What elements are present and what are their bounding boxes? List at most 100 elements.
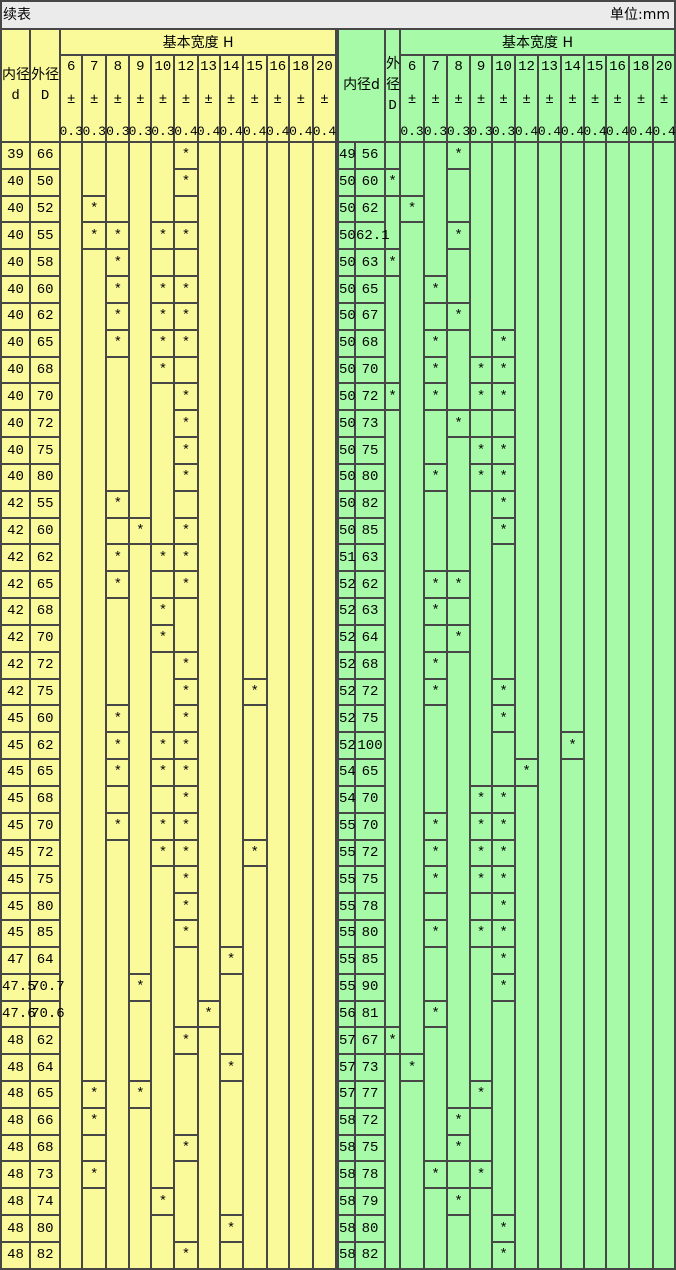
star-cell: * [173, 409, 199, 439]
empty-cell [218, 785, 244, 813]
width-column-header: 6 ±0.3 [399, 54, 426, 143]
cell-outer-diameter: 60 [29, 704, 62, 734]
empty-cell [605, 920, 631, 947]
empty-cell [265, 490, 290, 518]
empty-cell [241, 1027, 268, 1055]
empty-cell [218, 705, 244, 733]
empty-cell [287, 1054, 314, 1081]
empty-cell [652, 463, 676, 491]
star-cell: * [150, 838, 176, 868]
star-cell: * [446, 570, 472, 600]
cell-inner-diameter: 52 [337, 570, 356, 600]
plus-minus-sign: ± [90, 91, 99, 108]
width-column-header-content: 7 ±0.3 [83, 56, 106, 141]
empty-cell [128, 1054, 153, 1081]
continued-label: 续表 [3, 7, 31, 23]
table-row: 52 63 * [337, 597, 676, 626]
table-row: 50 75 * * [337, 436, 676, 465]
empty-cell [560, 785, 586, 813]
empty-cell [446, 1161, 472, 1189]
empty-cell [423, 1107, 449, 1135]
empty-cell [446, 168, 472, 196]
cell-outer-diameter: 72 [353, 677, 387, 707]
empty-cell [652, 276, 676, 303]
empty-cell [446, 920, 472, 947]
empty-cell [469, 1000, 494, 1028]
star-cell: * [196, 999, 221, 1029]
width-value: 13 [200, 59, 217, 75]
empty-cell [241, 249, 268, 277]
empty-cell [628, 973, 655, 1001]
empty-cell [469, 1241, 494, 1269]
cell-inner-diameter: 40 [0, 194, 32, 224]
table-row: 45 65 * * * [0, 758, 338, 787]
empty-cell [218, 973, 244, 1001]
empty-cell [399, 973, 426, 1001]
star-cell: * [218, 1214, 244, 1243]
empty-cell [128, 1107, 153, 1135]
empty-cell [628, 356, 655, 384]
tolerance-value: 0.3 [400, 124, 424, 139]
empty-cell [605, 490, 631, 518]
width-column-header: 20 ±0.4 [652, 54, 676, 143]
empty-cell [423, 1054, 449, 1081]
empty-cell [652, 302, 676, 330]
star-cell: * [173, 838, 199, 868]
tolerance-value: 0.4 [514, 124, 539, 139]
star-cell: * [218, 1053, 244, 1082]
width-value: 6 [407, 59, 417, 75]
star-cell: * [491, 436, 517, 465]
table-row: 47 64 * [0, 945, 338, 975]
cell-outer-diameter: 72 [29, 650, 62, 680]
empty-cell [384, 517, 402, 545]
table-row: 45 72 * * * [0, 838, 338, 868]
empty-cell [605, 329, 631, 357]
cell-outer-diameter: 70 [353, 784, 387, 814]
empty-cell [218, 276, 244, 303]
empty-cell [652, 1188, 676, 1216]
empty-cell [446, 1054, 472, 1081]
basic-width-group-header: 基本宽度 H [399, 28, 676, 56]
empty-cell [583, 142, 608, 169]
empty-cell [469, 1188, 494, 1216]
empty-cell [605, 785, 631, 813]
empty-cell [514, 678, 540, 706]
cell-outer-diameter: 79 [353, 1187, 387, 1217]
star-cell: * [81, 221, 108, 251]
empty-cell [265, 893, 290, 921]
cell-outer-diameter: 62 [353, 194, 387, 224]
empty-cell [384, 437, 402, 464]
table-row: 58 75 * [337, 1133, 676, 1163]
empty-cell [652, 839, 676, 867]
empty-cell [311, 571, 338, 599]
empty-cell [399, 1215, 426, 1242]
empty-cell [583, 598, 608, 625]
empty-cell [287, 142, 314, 169]
empty-cell [423, 759, 449, 786]
empty-cell [265, 624, 290, 652]
cell-inner-diameter: 47.6 [0, 999, 36, 1029]
empty-cell [196, 517, 221, 545]
empty-cell [287, 249, 314, 277]
empty-cell [605, 571, 631, 599]
empty-cell [652, 1241, 676, 1269]
empty-cell [81, 383, 108, 411]
table-row: 58 82 * [337, 1240, 676, 1270]
cell-inner-diameter: 45 [0, 731, 32, 761]
cell-inner-diameter: 40 [0, 409, 32, 439]
cell-inner-diameter: 52 [337, 623, 356, 653]
empty-cell [81, 678, 108, 706]
empty-cell [287, 356, 314, 384]
empty-cell [583, 195, 608, 223]
star-cell: * [173, 677, 199, 707]
empty-cell [469, 893, 494, 921]
empty-cell [583, 410, 608, 438]
empty-cell [652, 624, 676, 652]
width-column-header-content: 14 ±0.4 [219, 56, 242, 141]
empty-cell [399, 893, 426, 921]
table-row: 58 79 * [337, 1187, 676, 1217]
empty-cell [537, 946, 563, 974]
cell-inner-diameter: 50 [337, 167, 356, 197]
empty-cell [384, 1080, 402, 1108]
